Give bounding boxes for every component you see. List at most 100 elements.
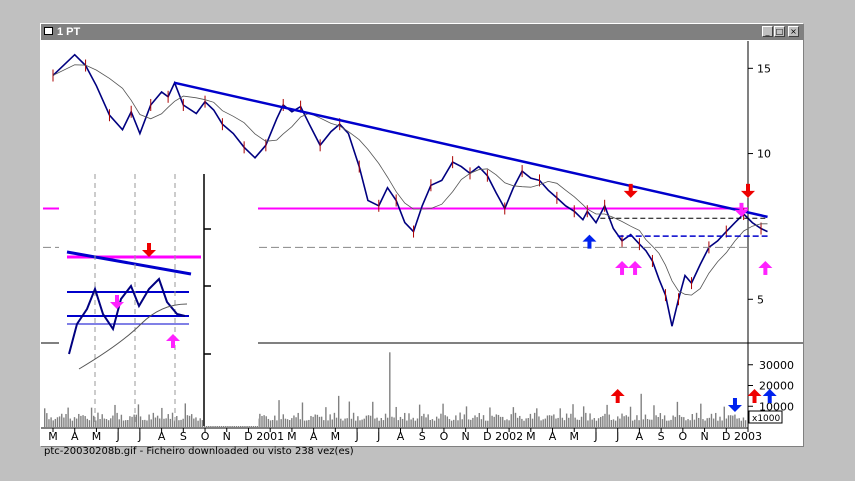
red-down-arrow-shaft	[628, 183, 633, 192]
blue-up-arrow-shaft	[587, 240, 592, 249]
volume-red-up-arrow-head	[747, 389, 762, 396]
volume-bar	[606, 404, 608, 427]
volume-bar	[395, 406, 397, 427]
month-label: J	[354, 430, 358, 443]
volume-bar	[199, 418, 201, 427]
volume-bar	[107, 420, 110, 427]
magenta-down-arrow	[734, 202, 749, 217]
volume-bar	[61, 413, 63, 427]
volume-bar	[352, 412, 355, 427]
volume-bar	[350, 418, 353, 427]
volume-bar	[180, 419, 182, 427]
volume-bar	[608, 414, 610, 427]
volume-bar	[729, 415, 732, 427]
volume-red-up-arrow-shaft	[752, 395, 757, 403]
volume-bar	[267, 418, 270, 427]
inset-pattern-panel	[59, 174, 258, 426]
volume-bar	[510, 414, 512, 427]
volume-bar	[484, 420, 487, 427]
price-tick-label: 10	[757, 148, 771, 161]
volume-bar	[105, 418, 108, 427]
volume-bar	[442, 403, 444, 427]
month-label: J	[116, 430, 120, 443]
month-label: O	[679, 430, 688, 443]
magenta-up-arrow	[615, 260, 630, 275]
month-label: S	[658, 430, 665, 443]
inset-magenta-down-arrow	[110, 295, 124, 309]
volume-bar	[425, 417, 427, 427]
blue-up-arrow	[582, 234, 597, 249]
volume-bar	[461, 419, 463, 427]
minimize-button[interactable]: _	[762, 26, 773, 37]
month-label: M	[92, 430, 102, 443]
volume-bar	[712, 418, 715, 427]
volume-bar	[646, 418, 649, 427]
volume-bar	[600, 416, 602, 427]
volume-bar	[433, 420, 436, 427]
month-label: 2002	[495, 430, 523, 443]
close-button[interactable]: ×	[788, 26, 799, 37]
volume-bar	[612, 419, 615, 427]
volume-bar	[318, 416, 321, 427]
volume-bar	[127, 420, 129, 427]
volume-bar	[640, 393, 642, 427]
volume-bar	[355, 420, 357, 427]
volume-bar	[325, 407, 327, 427]
maximize-button[interactable]: □	[774, 26, 785, 37]
volume-bar	[276, 420, 278, 427]
volume-bar	[668, 420, 670, 427]
volume-bar	[176, 415, 178, 427]
volume-bar	[337, 395, 340, 427]
volume-bar	[559, 408, 561, 427]
volume-bar	[738, 418, 740, 427]
volume-bar	[450, 420, 453, 427]
volume-bar	[627, 416, 630, 427]
volume-bar	[182, 418, 184, 427]
volume-bar	[331, 419, 333, 427]
volume-bar	[591, 419, 593, 427]
volume-bar	[340, 418, 342, 427]
volume-bar	[521, 418, 523, 427]
volume-bar	[553, 414, 555, 427]
volume-bar	[303, 420, 306, 427]
volume-bar	[453, 419, 455, 427]
system-menu-icon[interactable]	[44, 27, 53, 35]
volume-bar	[261, 416, 263, 427]
volume-bar	[542, 419, 544, 427]
inset-magenta-up-arrow-shaft	[171, 340, 175, 348]
volume-bar	[617, 416, 619, 427]
volume-bar	[695, 412, 698, 427]
volume-bar	[150, 419, 152, 427]
volume-bar	[704, 420, 706, 427]
volume-bar	[672, 415, 674, 427]
month-label: M	[526, 430, 536, 443]
month-label: A	[71, 430, 79, 443]
moving-average-line	[52, 64, 768, 296]
volume-bar	[589, 413, 591, 427]
volume-bar	[708, 417, 711, 427]
volume-bar	[163, 418, 165, 427]
volume-bar	[651, 419, 653, 427]
volume-bar	[597, 418, 600, 427]
volume-bar	[519, 415, 521, 427]
volume-bar	[644, 414, 647, 427]
volume-bar	[544, 418, 547, 427]
volume-bar	[480, 419, 483, 427]
volume-bar	[538, 416, 540, 427]
volume-bar	[365, 415, 368, 427]
month-label: J	[593, 430, 597, 443]
volume-bar	[359, 420, 361, 427]
volume-bar	[438, 418, 440, 427]
month-label: J	[615, 430, 619, 443]
month-label: N	[223, 430, 231, 443]
volume-bar	[685, 420, 687, 427]
volume-unit-box	[748, 410, 783, 424]
volume-bar	[683, 417, 685, 427]
volume-bar	[265, 416, 267, 427]
volume-bar	[661, 419, 664, 427]
volume-bar	[101, 414, 103, 427]
volume-bar	[148, 414, 150, 427]
volume-bar	[316, 414, 319, 427]
volume-bar	[653, 405, 655, 427]
inset-magenta-up-arrow-head	[166, 334, 180, 341]
